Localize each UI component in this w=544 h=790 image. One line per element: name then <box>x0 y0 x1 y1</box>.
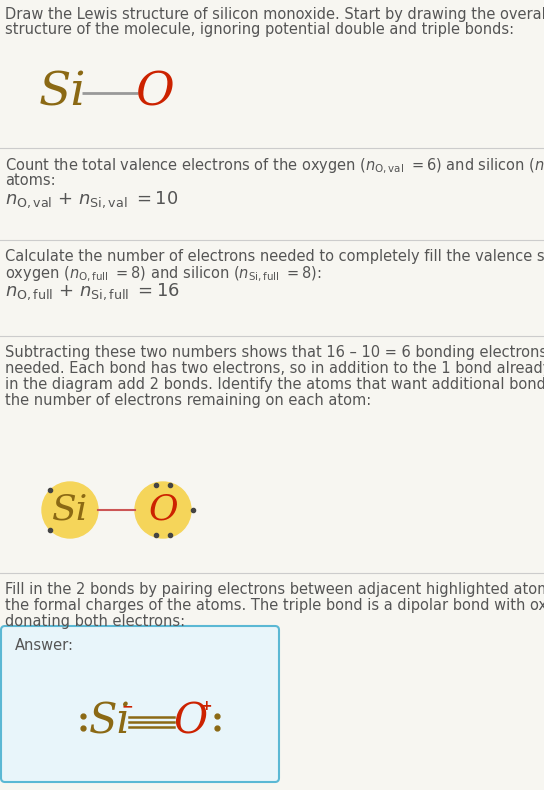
Text: in the diagram add 2 bonds. Identify the atoms that want additional bonds and: in the diagram add 2 bonds. Identify the… <box>5 377 544 392</box>
Text: −: − <box>121 699 133 713</box>
Text: structure of the molecule, ignoring potential double and triple bonds:: structure of the molecule, ignoring pote… <box>5 22 514 37</box>
Text: Answer:: Answer: <box>15 638 74 653</box>
Text: Si: Si <box>38 70 86 115</box>
Text: donating both electrons:: donating both electrons: <box>5 614 185 629</box>
Text: Draw the Lewis structure of silicon monoxide. Start by drawing the overall: Draw the Lewis structure of silicon mono… <box>5 7 544 22</box>
Text: the number of electrons remaining on each atom:: the number of electrons remaining on eac… <box>5 393 371 408</box>
Text: $n_\mathregular{O,val}$ $+$ $n_\mathregular{Si,val}$ $= 10$: $n_\mathregular{O,val}$ $+$ $n_\mathregu… <box>5 189 178 209</box>
Text: O: O <box>173 701 207 743</box>
Text: atoms:: atoms: <box>5 173 55 188</box>
Circle shape <box>135 482 191 538</box>
Text: O: O <box>135 70 175 115</box>
FancyBboxPatch shape <box>1 626 279 782</box>
Text: Subtracting these two numbers shows that 16 – 10 = 6 bonding electrons are: Subtracting these two numbers shows that… <box>5 345 544 360</box>
Text: $n_\mathregular{O,full}$ $+$ $n_\mathregular{Si,full}$ $= 16$: $n_\mathregular{O,full}$ $+$ $n_\mathreg… <box>5 281 180 302</box>
Circle shape <box>42 482 98 538</box>
Text: needed. Each bond has two electrons, so in addition to the 1 bond already presen: needed. Each bond has two electrons, so … <box>5 361 544 376</box>
Text: Calculate the number of electrons needed to completely fill the valence shells f: Calculate the number of electrons needed… <box>5 249 544 264</box>
Text: the formal charges of the atoms. The triple bond is a dipolar bond with oxygen: the formal charges of the atoms. The tri… <box>5 598 544 613</box>
Text: +: + <box>200 699 212 713</box>
Text: Count the total valence electrons of the oxygen ($n_\mathregular{O,val}$ $= 6$) : Count the total valence electrons of the… <box>5 157 544 176</box>
Text: O: O <box>148 493 178 527</box>
Text: Si: Si <box>52 493 88 527</box>
Text: oxygen ($n_\mathregular{O,full}$ $= 8$) and silicon ($n_\mathregular{Si,full}$ $: oxygen ($n_\mathregular{O,full}$ $= 8$) … <box>5 265 322 284</box>
Text: Fill in the 2 bonds by pairing electrons between adjacent highlighted atoms, not: Fill in the 2 bonds by pairing electrons… <box>5 582 544 597</box>
Text: Si: Si <box>89 701 131 743</box>
